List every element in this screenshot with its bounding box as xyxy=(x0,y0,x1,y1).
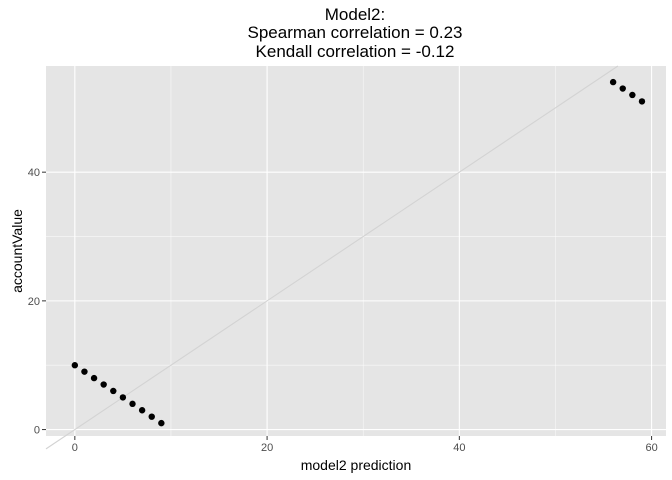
y-tick-label: 20 xyxy=(28,296,40,308)
x-tick-label: 20 xyxy=(261,442,273,454)
plot-panel xyxy=(46,66,666,436)
chart-title-line-1: Model2: xyxy=(325,5,385,24)
chart-title: Model2: Spearman correlation = 0.23 Kend… xyxy=(248,5,463,61)
data-point xyxy=(110,387,117,395)
reference-line xyxy=(45,65,619,450)
data-point xyxy=(71,362,79,369)
x-tick-label: 40 xyxy=(453,442,465,454)
x-tick-label: 0 xyxy=(72,442,78,454)
data-point xyxy=(609,78,617,86)
y-tick-label: 40 xyxy=(28,167,40,179)
x-axis-title: model2 prediction xyxy=(301,457,412,473)
grid-major xyxy=(46,66,666,436)
y-tick-label: 0 xyxy=(34,425,40,437)
y-axis-title: accountValue xyxy=(9,209,25,293)
x-tick-label: 60 xyxy=(645,442,657,454)
data-point xyxy=(129,400,136,408)
data-point xyxy=(81,368,88,375)
data-point xyxy=(158,419,165,427)
data-point xyxy=(148,413,155,420)
data-point xyxy=(629,91,636,99)
y-axis-ticks: 0 20 40 xyxy=(28,167,46,437)
data-points xyxy=(71,78,646,427)
data-point xyxy=(100,381,107,388)
data-point xyxy=(119,394,127,401)
x-axis-ticks: 0 20 40 60 xyxy=(72,436,658,454)
data-point xyxy=(638,98,646,105)
grid-minor xyxy=(46,66,666,436)
data-point xyxy=(90,374,98,382)
chart-title-line-3: Kendall correlation = -0.12 xyxy=(256,42,455,61)
data-point xyxy=(619,85,626,92)
data-point xyxy=(138,407,146,414)
chart-title-line-2: Spearman correlation = 0.23 xyxy=(248,23,463,42)
